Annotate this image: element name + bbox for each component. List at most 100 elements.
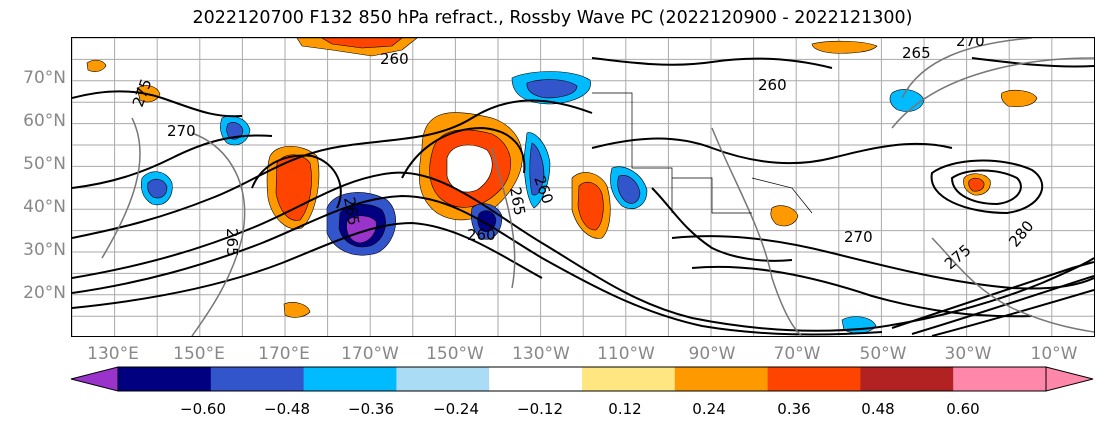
colorbar-extend-low [70,366,119,392]
contour-line [911,275,1094,335]
contour-line [591,57,833,69]
colorbar [70,366,1094,392]
shade-blue-110w-core [617,175,641,204]
shade-atl-red-core [968,177,985,192]
contour-label: 270 [844,228,873,246]
contour-line [401,126,526,179]
grey-contour-layer [101,38,1094,336]
lat-label: 50°N [23,154,66,174]
contour-line [591,137,953,165]
colorbar-cell [767,367,861,391]
shade-blue-135w-core [529,142,545,196]
contour-label: 270 [956,38,985,50]
colorbar-tick: 0.12 [608,400,642,418]
colorbar-cell [674,367,769,391]
lat-label: 40°N [23,197,66,217]
contour-label: 260 [758,76,787,94]
colorbar-tick: 0.24 [692,400,726,418]
map-panel: 265 260 270 265 260 265 265 260 270 275 … [71,37,1095,337]
colorbar-tick: 0.36 [777,400,811,418]
shade-top-red [321,38,403,49]
contour-label: 265 [223,228,241,257]
shade-ne-orange [1000,89,1038,108]
shade-blue-140e-core [147,178,168,199]
boundary-line [751,177,813,214]
contour-label: 265 [902,44,931,62]
colorbar-cell [489,367,583,391]
colorbar-cell [210,367,305,391]
shade-arctic-navy [526,79,578,99]
lon-label: 150°W [426,344,484,364]
contour-line [891,261,1094,329]
colorbar-tick: −0.24 [433,400,479,418]
chart-title: 2022120700 F132 850 hPa refract., Rossby… [192,8,913,28]
colorbar-tick: 0.48 [861,400,895,418]
colorbar-cell [118,367,212,391]
colorbar-cell [860,367,954,391]
colorbar-tick: −0.48 [264,400,310,418]
lat-label: 70°N [23,68,66,88]
boundary-line [672,177,752,214]
colorbar-cell [396,367,490,391]
contour-label: 280 [1005,217,1037,251]
shade-ne-blue [889,89,925,112]
contour-line [651,187,793,262]
colorbar-tick: −0.60 [180,400,226,418]
shade-blue-150e-core [226,122,244,140]
colorbar-cell [582,367,676,391]
contour-labels: 265 260 270 265 260 265 265 260 270 275 … [129,38,1038,273]
shade-bottom-orange [283,302,311,318]
lon-label: 50°W [859,344,907,364]
grey-contour [491,147,516,289]
contour-line [930,159,1044,215]
lon-label: 150°E [173,344,225,364]
lon-label: 130°E [87,344,139,364]
contour-line [671,235,1094,290]
colorbar-tick: −0.36 [348,400,394,418]
contour-label: 275 [941,241,975,273]
contour-line [691,265,1033,318]
contour-line [72,134,273,189]
colorbar-tick: −0.12 [517,400,563,418]
lon-label: 170°E [258,344,310,364]
colorbar-border [117,366,1047,392]
contour-line [72,99,593,239]
contour-line [72,194,883,336]
contour-label: 260 [467,226,496,244]
grey-contour [891,57,1094,129]
lon-label: 130°W [512,344,570,364]
lon-label: 30°W [944,344,992,364]
contour-line [72,171,1094,332]
contour-label: 270 [167,122,196,140]
contour-line [971,57,1094,68]
lon-label: 110°W [597,344,655,364]
shading-layer [86,38,1038,334]
colorbar-tick: 0.60 [946,400,980,418]
contour-line [72,221,543,309]
contour-line [251,154,342,209]
lon-label: 10°W [1030,344,1078,364]
shade-se-orange [770,205,799,227]
colorbar-cell [303,367,397,391]
boundary-line [592,92,673,213]
shade-red-125w-core [577,181,604,231]
contour-label: 260 [380,50,409,68]
lon-label: 90°W [688,344,736,364]
contour-label: 265 [506,186,529,217]
grey-contour [931,237,1094,333]
colorbar-extend-high [1045,366,1094,392]
grey-contour [901,38,1033,99]
colorbar-cell [953,367,1047,391]
contour-label: 265 [340,196,363,227]
contour-line [72,90,243,118]
shade-nw-orange2 [86,59,107,72]
lat-label: 60°N [23,111,66,131]
grey-contour [191,132,246,336]
shade-ne-top-orange [811,40,878,54]
lon-label: 170°W [341,344,399,364]
lat-label: 20°N [23,283,66,303]
grey-contour [101,117,141,259]
contour-line [950,169,1022,206]
lon-label: 70°W [773,344,821,364]
contour-layer [72,57,1094,336]
